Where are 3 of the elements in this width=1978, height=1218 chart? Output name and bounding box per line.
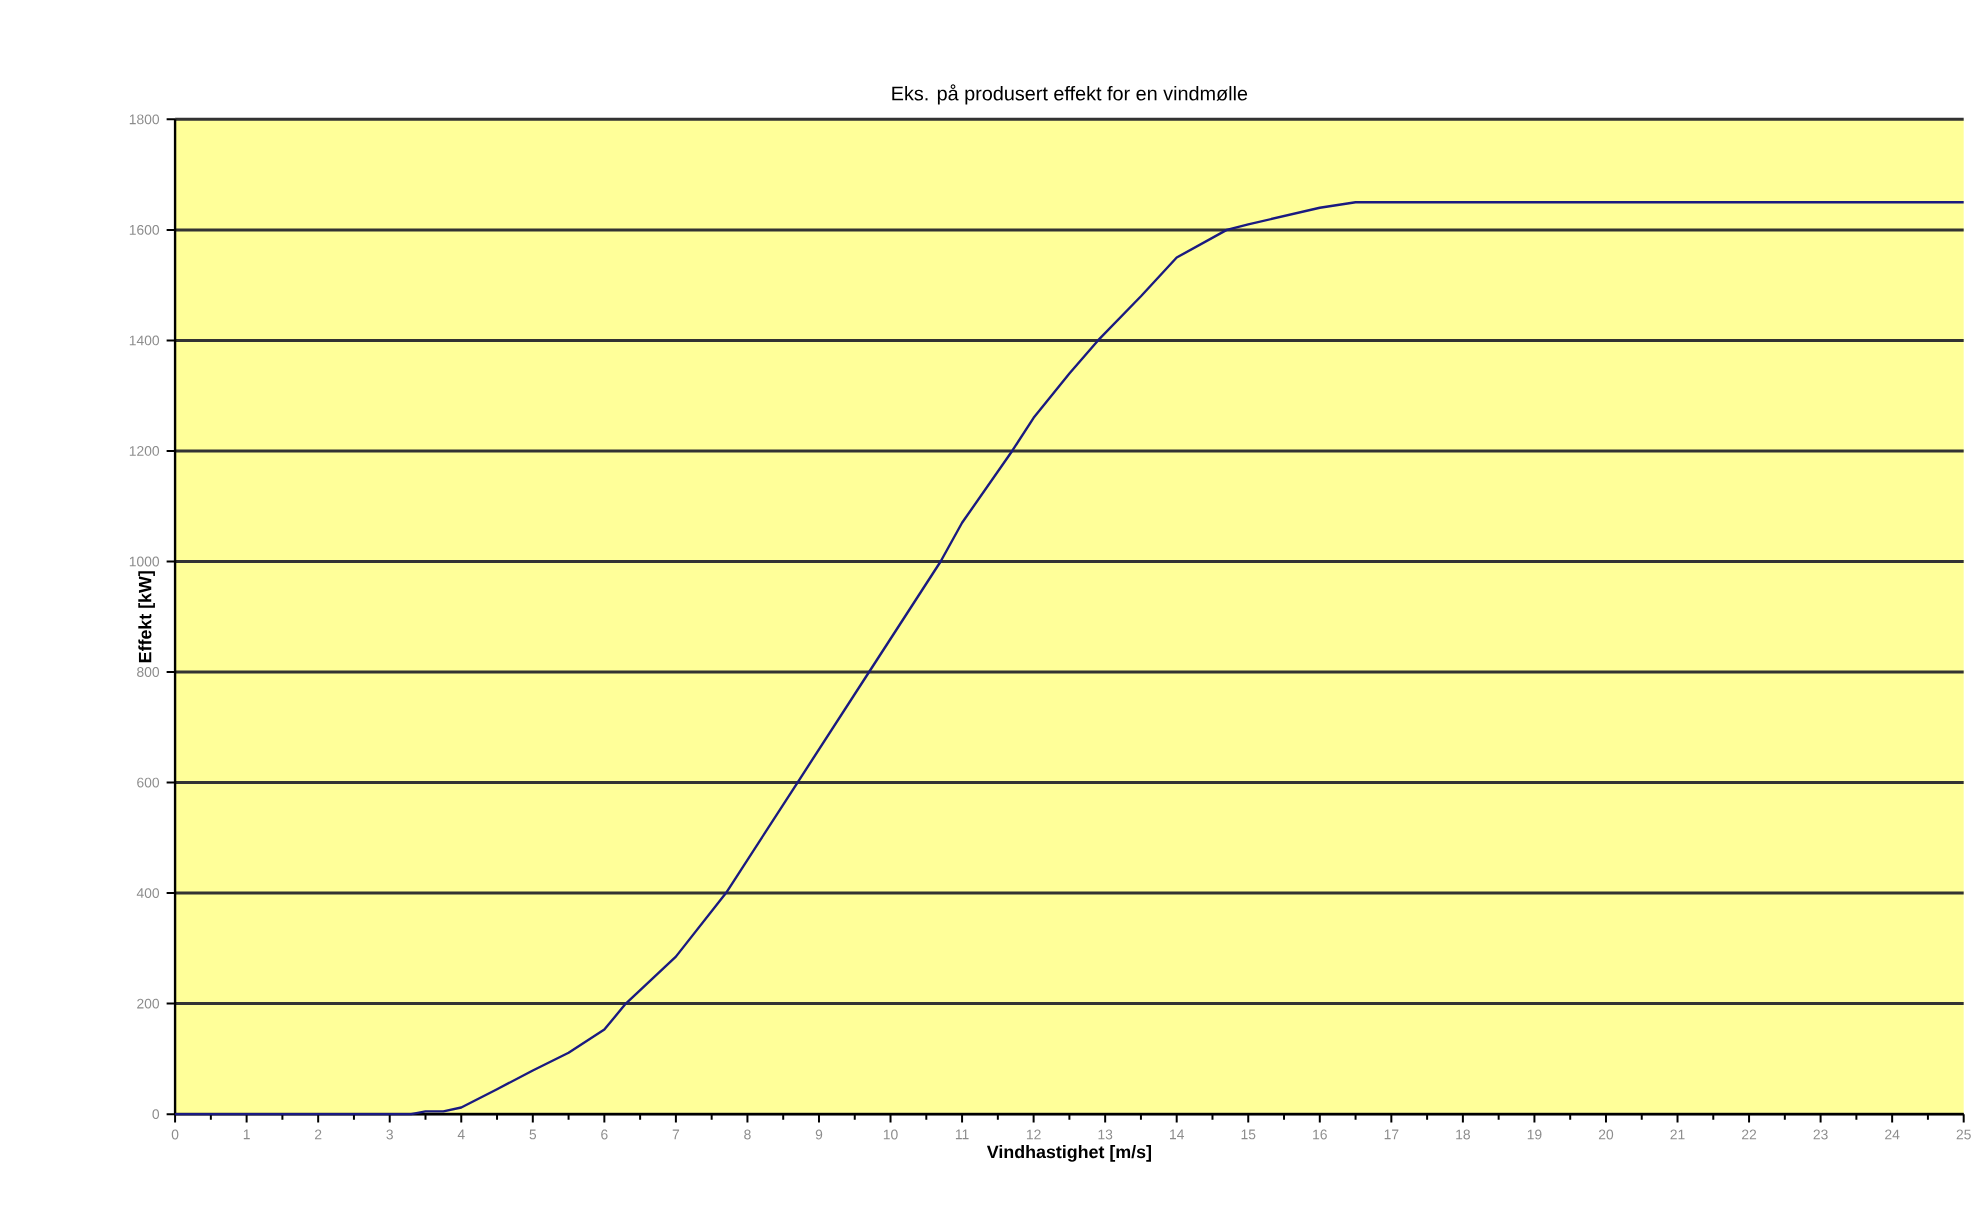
- x-axis-title: Vindhastighet [m/s]: [986, 1145, 1151, 1162]
- chart-title: Eks. på produsert effekt for en vindmølle: [892, 84, 1248, 105]
- y-axis-title: Effekt [kW]: [138, 571, 155, 663]
